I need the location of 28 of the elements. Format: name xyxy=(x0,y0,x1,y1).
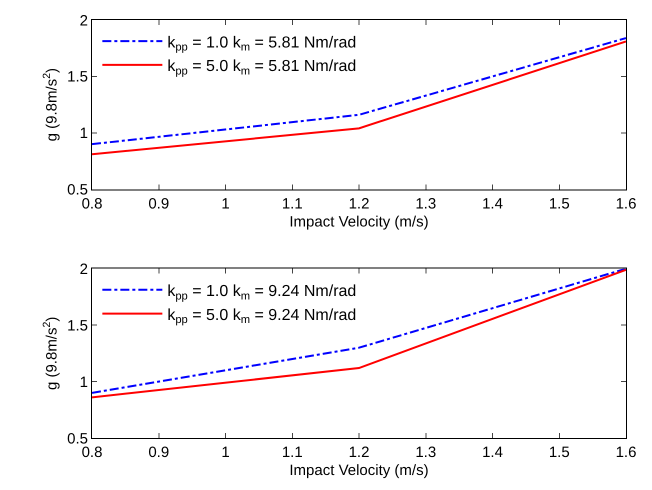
y-tick-label: 2 xyxy=(80,260,88,278)
x-tick-label: 0.9 xyxy=(148,195,170,212)
x-tick-label: 1.4 xyxy=(482,195,503,212)
y-tick-label: 1 xyxy=(80,374,88,391)
legend-label: k$_{pp}$ = 1.0 k$_{m}$ = 5.81 Nm/rad xyxy=(167,34,356,54)
x-tick-label: 1.6 xyxy=(616,195,636,212)
x-axis-title: Impact Velocity (m/s) xyxy=(289,213,429,230)
legend-label: k$_{pp}$ = 1.0 k$_{m}$ = 9.24 Nm/rad xyxy=(167,283,356,302)
x-tick-label: 1.5 xyxy=(548,444,570,461)
x-tick-label: 0.9 xyxy=(148,444,170,461)
y-tick-label: 1.5 xyxy=(67,68,88,86)
x-tick-label: 1.2 xyxy=(348,444,370,461)
x-tick-label: 1.6 xyxy=(616,444,636,461)
y-tick-label: 1.5 xyxy=(67,317,88,334)
y-tick-label: 2 xyxy=(80,12,88,30)
x-tick-label: 1.1 xyxy=(282,195,303,212)
x-axis-title: Impact Velocity (m/s) xyxy=(289,462,429,479)
x-tick-label: 1 xyxy=(221,444,230,461)
x-tick-label: 1.2 xyxy=(348,195,370,212)
x-tick-label: 1.4 xyxy=(482,444,503,461)
x-tick-label: 1.3 xyxy=(415,195,436,212)
x-tick-label: 1.5 xyxy=(548,195,570,212)
legend-label: k$_{pp}$ = 5.0 k$_{m}$ = 9.24 Nm/rad xyxy=(167,306,356,326)
x-tick-label: 1 xyxy=(221,195,230,212)
legend-label: k$_{pp}$ = 5.0 k$_{m}$ = 5.81 Nm/rad xyxy=(167,58,356,78)
y-tick-label: 1 xyxy=(80,125,88,142)
x-tick-label: 1.3 xyxy=(415,444,436,461)
x-tick-label: 1.1 xyxy=(282,444,303,461)
